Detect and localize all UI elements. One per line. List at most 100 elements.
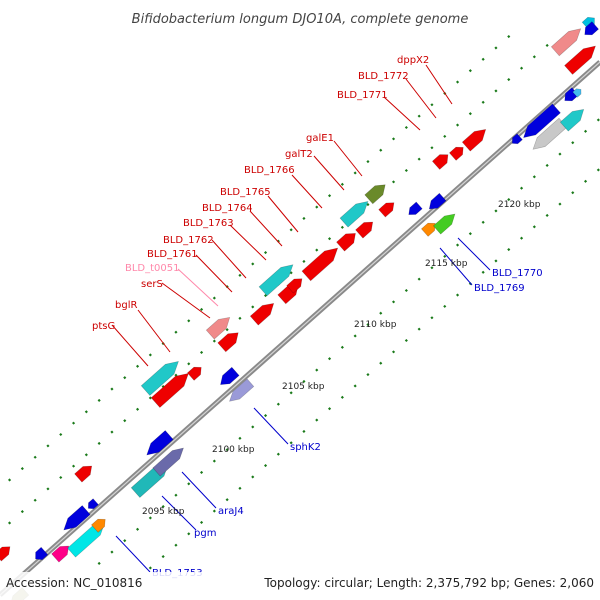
gene-arrow [564, 45, 596, 75]
tick-labels: 2095 kbp 2100 kbp 2105 kbp 2110 kbp 2115… [142, 200, 541, 517]
tick-dot [187, 362, 191, 366]
gene-arrow [229, 378, 255, 402]
tick-dot [276, 402, 280, 406]
tick-dot [340, 345, 344, 349]
tick-dot [430, 146, 434, 150]
tick-label: 2110 kbp [354, 320, 397, 330]
gene-label: galT2 [285, 149, 313, 160]
tick-dot [97, 441, 101, 445]
tick-dot [135, 364, 140, 368]
gene-label: bglR [115, 300, 137, 311]
tick-dot [519, 186, 524, 190]
gene-arrow [217, 332, 239, 353]
tick-dot [584, 179, 588, 183]
gene-arrow [286, 278, 303, 294]
tick-dot [417, 157, 421, 161]
gene-label: BLD_1764 [202, 203, 253, 214]
tick-dot [110, 387, 114, 391]
tick-dot [340, 225, 344, 229]
footer-band [0, 572, 600, 600]
gene-arrow [523, 103, 561, 139]
tick-dot [174, 330, 178, 334]
tick-dot [123, 376, 127, 380]
tick-dot [251, 305, 255, 309]
tick-dot [507, 34, 511, 39]
gene-arrow [432, 213, 456, 235]
gene-arrow [140, 360, 179, 396]
tick-dot [289, 228, 293, 232]
gene-arrow [461, 128, 487, 152]
tick-dot [200, 520, 204, 524]
tick-dot [264, 464, 268, 468]
tick-dot [545, 163, 549, 167]
tick-dot [212, 459, 216, 463]
tick-dot [596, 168, 600, 172]
tick-dot [72, 464, 76, 468]
tick-label: 2105 kbp [282, 382, 325, 392]
tick-dot [302, 216, 306, 221]
gene-arrow [408, 201, 423, 215]
tick-dot [417, 277, 421, 281]
tick-dot [558, 202, 562, 206]
tick-label: 2100 kbp [212, 445, 255, 455]
tick-dot [238, 436, 242, 440]
tick-dot [161, 504, 165, 509]
tick-label: 2095 kbp [142, 507, 185, 517]
tick-dot [200, 470, 204, 474]
tick-dot [340, 395, 344, 399]
gene-label: BLD_t0051 [125, 263, 180, 274]
gene-arrow [550, 28, 582, 57]
gene-arrow [51, 545, 70, 563]
gene-arrow [146, 430, 174, 456]
tick-dot [456, 243, 460, 247]
tick-dot [123, 539, 127, 543]
tick-dot [366, 323, 370, 327]
callout-lines [111, 64, 491, 573]
tick-dot [187, 482, 191, 486]
tick-dot [46, 444, 50, 448]
tick-dot [353, 171, 357, 175]
tick-dot [456, 293, 460, 297]
tick-dot [148, 396, 152, 400]
tick-dot [20, 510, 24, 514]
tick-dot [72, 421, 76, 425]
gene-label: BLD_1766 [244, 165, 295, 176]
gene-arrow [336, 233, 356, 252]
gene-labels: ptsG bglR serS BLD_t0051 BLD_1761 BLD_17… [92, 55, 543, 579]
tick-dot [97, 398, 101, 402]
gene-arrow [35, 546, 49, 561]
tick-dot [456, 123, 460, 127]
tick-dot [417, 114, 421, 118]
tick-dot [97, 561, 101, 565]
tick-dot [33, 455, 37, 459]
tick-dot [161, 554, 165, 559]
tick-dot [251, 425, 255, 429]
gene-arrow [449, 146, 464, 161]
tick-dot [264, 414, 268, 418]
tick-dot [174, 493, 178, 497]
gene-arrow [428, 192, 447, 210]
gene-arrow [74, 465, 93, 483]
tick-dot [481, 270, 485, 274]
gene-label: BLD_1765 [220, 187, 271, 198]
tick-dot [417, 327, 421, 331]
tick-dot [302, 429, 306, 434]
tick-dot [366, 373, 370, 377]
genome-backbone [0, 60, 600, 597]
tick-dot [391, 350, 396, 354]
tick-dot [174, 373, 178, 377]
tick-dot [494, 259, 498, 263]
gene-arrow [0, 546, 11, 562]
tick-dot [123, 419, 127, 423]
tick-dot [148, 353, 152, 357]
tick-dot [327, 407, 332, 411]
gene-arrow [152, 447, 184, 477]
tick-dot [468, 69, 472, 73]
tick-dot [494, 209, 498, 213]
tick-dot [545, 213, 549, 217]
tick-dot [289, 391, 293, 395]
tick-dot [136, 407, 140, 411]
tick-dot [366, 203, 370, 207]
tick-dot [315, 418, 319, 422]
gene-arrow [187, 366, 202, 381]
